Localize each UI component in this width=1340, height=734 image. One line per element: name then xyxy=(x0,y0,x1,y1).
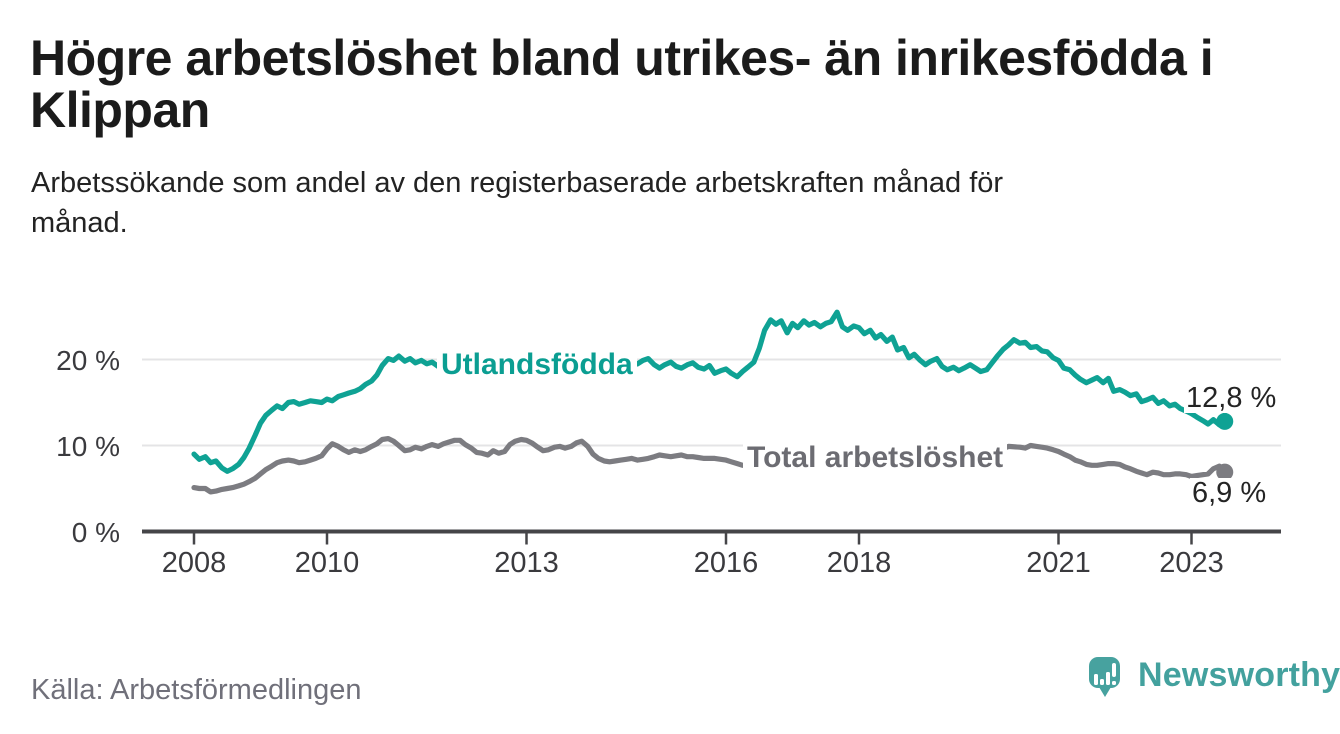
page-subtitle: Arbetssökande som andel av den registerb… xyxy=(31,163,1251,243)
x-tick-label-2010: 2010 xyxy=(294,547,360,579)
x-tick-label-2021: 2021 xyxy=(1026,547,1091,579)
logo-exclamation-dot-icon xyxy=(1112,681,1116,685)
x-tick-label-2016: 2016 xyxy=(693,547,759,579)
page-subtitle-line2: månad. xyxy=(31,207,128,239)
y-tick-label-0: 0 % xyxy=(71,516,120,548)
end-value-label-utlandsfodda: 12,8 % xyxy=(1184,382,1279,414)
series-end-dot-1 xyxy=(1216,463,1234,481)
newsworthy-logo: Newsworthy xyxy=(1089,655,1340,701)
series-line-0 xyxy=(191,309,1228,474)
newsworthy-bubble-icon xyxy=(1089,657,1120,688)
x-tick-label-2018: 2018 xyxy=(826,547,892,579)
x-tick-label-2023: 2023 xyxy=(1159,547,1224,579)
newsworthy-wordmark: Newsworthy xyxy=(1138,656,1340,694)
series-end-dot-0 xyxy=(1216,412,1234,430)
page-subtitle-line1: Arbetssökande som andel av den registerb… xyxy=(31,167,1004,199)
logo-bubble-tail xyxy=(1099,687,1111,697)
logo-exclamation-icon xyxy=(1112,663,1116,677)
page-title-line2: Klippan xyxy=(30,82,210,138)
y-tick-label-20: 20 % xyxy=(56,344,120,376)
series-line-1 xyxy=(191,436,1228,495)
source-note: Källa: Arbetsförmedlingen xyxy=(31,674,362,706)
series-label-total-arbetsloshet: Total arbetslöshet xyxy=(743,441,1008,475)
logo-bar-icon xyxy=(1100,679,1104,685)
y-tick-label-10: 10 % xyxy=(56,430,120,462)
series-label-utlandsfodda: Utlandsfödda xyxy=(437,348,637,382)
end-value-label-total: 6,9 % xyxy=(1190,477,1269,509)
x-tick-label-2013: 2013 xyxy=(494,547,559,579)
x-tick-label-2008: 2008 xyxy=(161,547,227,579)
page-title: Högre arbetslöshet bland utrikes- än inr… xyxy=(30,32,1310,136)
logo-bar-icon xyxy=(1106,672,1110,685)
page-title-line1: Högre arbetslöshet bland utrikes- än inr… xyxy=(30,30,1214,86)
logo-bar-icon xyxy=(1094,674,1098,685)
